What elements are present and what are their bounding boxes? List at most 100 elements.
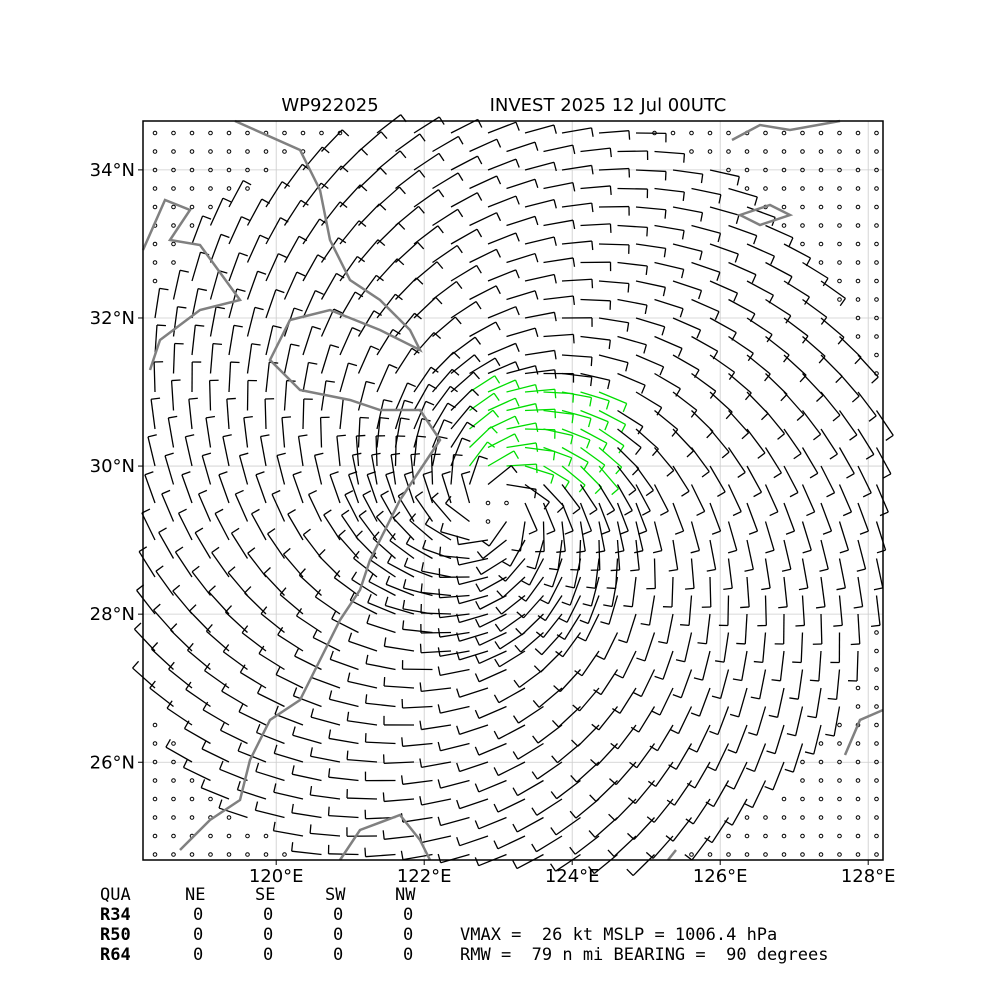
wind-barb	[506, 290, 536, 301]
calm-dot	[504, 500, 509, 506]
calm-dot	[800, 186, 805, 191]
wind-barb	[512, 751, 519, 760]
wind-barb	[754, 196, 758, 206]
wind-barb	[651, 448, 659, 457]
wind-barb	[581, 650, 600, 677]
wind-barb	[348, 640, 378, 652]
calm-dot	[282, 852, 287, 857]
calm-dot	[208, 833, 213, 839]
wind-barb	[430, 366, 439, 373]
calm-dot	[171, 149, 176, 154]
wind-barb	[636, 657, 646, 662]
wind-barb	[692, 798, 711, 825]
calm-dot	[263, 167, 269, 173]
wind-barb	[406, 543, 433, 560]
wind-barb	[837, 336, 845, 345]
table-cell: 0	[403, 945, 413, 965]
wind-barb	[473, 354, 481, 363]
wind-barb	[746, 280, 774, 296]
wind-barb	[315, 290, 324, 295]
wind-barb	[276, 452, 286, 457]
wind-barb	[431, 419, 445, 448]
wind-barb	[133, 622, 142, 630]
wind-barb	[820, 576, 826, 607]
wind-barb	[479, 576, 507, 593]
wind-barb	[614, 673, 624, 679]
wind-barb	[826, 492, 835, 498]
wind-barb	[380, 490, 389, 496]
wind-barb	[438, 588, 441, 598]
wind-barb	[259, 436, 267, 467]
wind-barb	[233, 324, 243, 328]
wind-barb	[524, 124, 555, 134]
calm-dot	[319, 130, 324, 136]
wind-barb	[717, 491, 726, 497]
wind-barb	[598, 167, 629, 171]
wind-barb	[439, 555, 470, 560]
wind-barb	[579, 619, 589, 625]
wind-barb	[421, 570, 452, 578]
wind-barb	[765, 549, 775, 554]
calm-dot	[152, 130, 158, 136]
wind-barb	[228, 216, 242, 245]
wind-barb	[413, 436, 418, 467]
wind-barb	[646, 227, 649, 237]
wind-barb	[590, 576, 600, 607]
wind-barb	[376, 399, 385, 430]
wind-barb	[709, 206, 740, 216]
wind-barb	[293, 695, 322, 708]
wind-barb	[783, 539, 792, 570]
wind-barb	[238, 711, 267, 726]
wind-barb	[620, 424, 627, 433]
wind-barb	[403, 474, 415, 504]
wind-barb	[761, 587, 771, 591]
wind-barb	[609, 778, 617, 786]
wind-barb	[611, 576, 619, 607]
wind-barb	[813, 724, 822, 755]
calm-dot	[855, 833, 861, 839]
wind-barb	[561, 391, 592, 399]
wind-barb	[543, 428, 573, 437]
wind-barb	[537, 615, 546, 622]
wind-barb	[714, 311, 720, 321]
wind-barb	[296, 271, 306, 277]
wind-barb	[603, 604, 613, 608]
wind-barb	[536, 835, 563, 853]
wind-barb	[517, 779, 544, 797]
wind-barb	[478, 668, 507, 683]
wind-barb	[711, 817, 730, 843]
wind-barb	[475, 618, 481, 628]
wind-barb	[376, 510, 384, 518]
wind-barb	[606, 587, 616, 590]
wind-barb	[627, 283, 630, 293]
wind-barb	[857, 613, 861, 644]
wind-barb	[241, 216, 250, 221]
wind-barb	[561, 428, 591, 441]
wind-barb	[494, 357, 501, 367]
calm-dot	[726, 833, 731, 839]
wind-barb	[577, 724, 600, 747]
wind-barb	[395, 169, 420, 190]
wind-barb	[531, 843, 537, 853]
wind-barb	[430, 454, 434, 485]
wind-barb	[707, 766, 716, 772]
calm-dot	[874, 315, 879, 321]
wind-barb	[153, 361, 156, 393]
wind-barb	[820, 317, 845, 338]
wind-barb	[365, 741, 396, 745]
wind-barb	[264, 398, 267, 430]
calm-dot	[837, 796, 842, 802]
wind-barb	[370, 345, 380, 351]
wind-barb	[419, 682, 422, 692]
wind-barb	[835, 375, 843, 384]
wind-barb	[409, 519, 433, 541]
wind-barb	[550, 863, 557, 872]
wind-barb	[688, 747, 698, 753]
wind-barb	[764, 484, 779, 513]
wind-barb	[428, 383, 437, 390]
wind-barb	[550, 827, 557, 836]
wind-barb	[746, 206, 776, 218]
wind-barb	[675, 659, 685, 663]
wind-barb	[302, 362, 310, 393]
wind-barb	[747, 352, 754, 362]
